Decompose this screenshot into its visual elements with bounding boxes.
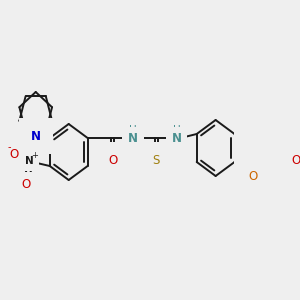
Text: N: N (172, 133, 182, 146)
Text: N: N (25, 156, 34, 166)
Text: O: O (22, 178, 31, 190)
Text: +: + (32, 151, 38, 160)
Text: H: H (129, 125, 137, 135)
Text: O: O (108, 154, 117, 166)
Text: H: H (173, 125, 181, 135)
Text: O: O (9, 148, 19, 160)
Text: N: N (128, 133, 138, 146)
Text: S: S (153, 154, 160, 166)
Text: O: O (291, 154, 300, 166)
Text: O: O (249, 169, 258, 182)
Text: -: - (8, 142, 11, 152)
Text: N: N (31, 130, 41, 142)
